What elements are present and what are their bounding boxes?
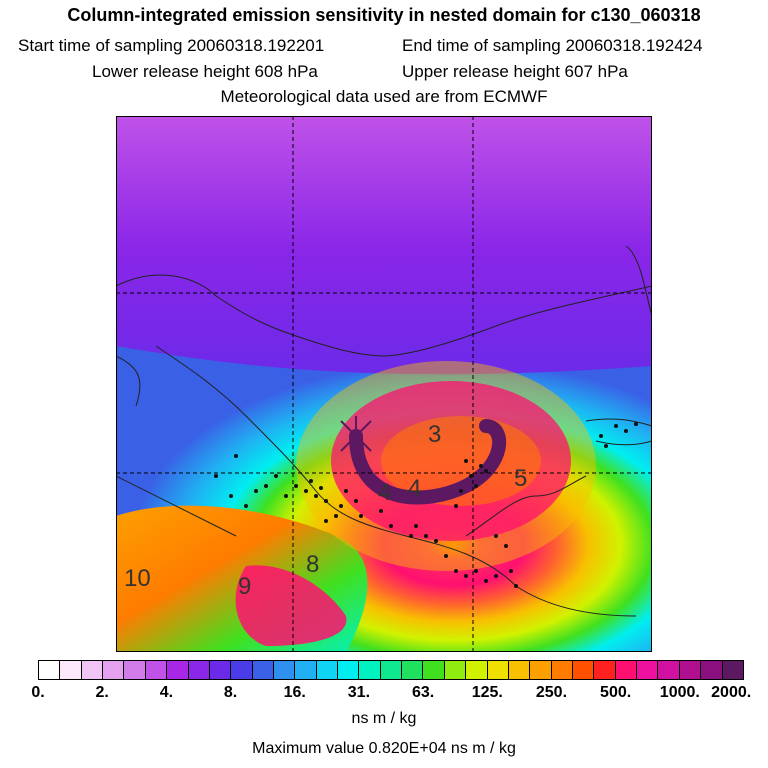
observation-points [214, 422, 638, 588]
map-frame [116, 116, 652, 652]
color-scale-cell [722, 661, 743, 679]
color-scale-cell [209, 661, 232, 679]
release-track [349, 419, 506, 505]
contour-label: 3 [428, 421, 441, 448]
end-time-label: End time of sampling 20060318.192424 [402, 36, 703, 55]
color-scale-cell [530, 661, 552, 679]
release-point-marker [340, 416, 372, 456]
color-scale-cell [295, 661, 317, 679]
color-scale-tick-label: 4. [159, 684, 174, 701]
color-scale-tick-label: 250. [535, 684, 568, 701]
met-data-label: Meteorological data used are from ECMWF [220, 87, 548, 106]
color-scale-cell [594, 661, 616, 679]
color-scale-cell [103, 661, 125, 679]
color-scale-tick-label: 63. [411, 684, 435, 701]
color-scale-cell [402, 661, 424, 679]
maximum-value-label: Maximum value 0.820E+04 ns m / kg [252, 740, 516, 757]
coastlines [116, 245, 652, 617]
color-scale-cell [188, 661, 210, 679]
contour-label: 4 [408, 475, 421, 502]
color-scale-cell [60, 661, 82, 679]
color-scale-cell [316, 661, 339, 679]
color-scale-cell [124, 661, 146, 679]
upper-release-label: Upper release height 607 hPa [402, 62, 628, 81]
color-scale-bar [38, 660, 744, 680]
map-panel: 10 9 8 4 3 4 5 [116, 116, 652, 652]
color-scale-cell [679, 661, 702, 679]
color-scale-cell [145, 661, 168, 679]
color-scale-cell [252, 661, 274, 679]
color-scale-cell [231, 661, 253, 679]
color-scale-cell [466, 661, 488, 679]
color-scale-cell [658, 661, 680, 679]
lower-release-label: Lower release height 608 hPa [92, 62, 318, 81]
scale-unit-label: ns m / kg [351, 710, 417, 727]
color-scale-tick-label: 8. [223, 684, 238, 701]
color-scale-cell [39, 661, 61, 679]
color-scale-tick-label: 2000. [711, 684, 752, 701]
color-scale-cell [487, 661, 509, 679]
color-scale-cell [380, 661, 403, 679]
color-scale-tick-label: 1000. [659, 684, 700, 701]
color-scale-cell [81, 661, 104, 679]
color-scale-cell [359, 661, 381, 679]
color-scale-tick-label: 0. [31, 684, 45, 701]
southwest-maximum [235, 565, 347, 646]
color-scale-cell [423, 661, 445, 679]
color-scale-tick-label: 16. [283, 684, 306, 701]
color-scale-cell [508, 661, 531, 679]
color-scale-cell [273, 661, 296, 679]
contour-labels: 10 9 8 4 3 4 5 [124, 421, 527, 600]
color-scale-tick-label: 500. [600, 684, 632, 701]
contour-label: 10 [124, 565, 151, 592]
color-scale-tick-label: 31. [347, 684, 371, 701]
contour-label: 8 [306, 551, 319, 578]
color-scale-cell [615, 661, 638, 679]
contour-label: 4 [378, 479, 391, 506]
color-scale-cell [167, 661, 189, 679]
color-scale-cell [701, 661, 723, 679]
sensitivity-map: 10 9 8 4 3 4 5 [116, 116, 652, 652]
color-scale-tick-label: 125. [471, 684, 503, 701]
color-scale-cell [338, 661, 360, 679]
color-scale-cell [637, 661, 659, 679]
start-time-label: Start time of sampling 20060318.192201 [18, 36, 325, 55]
contour-label: 9 [238, 573, 251, 600]
color-scale-cell [572, 661, 595, 679]
color-scale-tick-label: 2. [95, 684, 109, 701]
graticule [116, 116, 652, 652]
contour-label: 5 [514, 465, 527, 492]
color-scale-cell [551, 661, 573, 679]
color-scale-cell [444, 661, 467, 679]
map-title: Column-integrated emission sensitivity i… [67, 5, 701, 25]
